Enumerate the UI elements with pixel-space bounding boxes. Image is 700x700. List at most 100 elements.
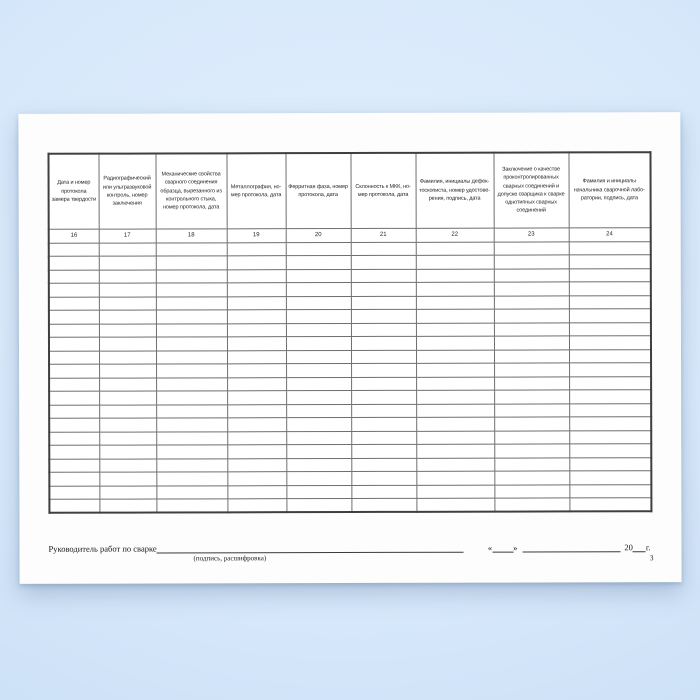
empty-cell-col-18: [156, 485, 228, 500]
column-number-17: 17: [98, 228, 156, 243]
empty-cell-col-20: [286, 457, 352, 472]
empty-cell-col-16: [49, 350, 100, 365]
empty-cell-col-23: [494, 416, 570, 431]
empty-cell-col-19: [227, 458, 287, 472]
empty-cell-col-21: [350, 241, 416, 256]
empty-cell-col-17: [98, 242, 156, 257]
empty-cell-col-21: [351, 363, 417, 377]
empty-cell-col-17: [98, 310, 156, 324]
empty-cell-col-16: [48, 337, 100, 351]
empty-cell-col-16: [48, 283, 99, 297]
year-prefix: 20: [624, 542, 633, 553]
empty-cell-col-19: [226, 255, 286, 270]
empty-cell-col-22: [416, 376, 495, 391]
empty-cell-col-18: [155, 255, 227, 270]
empty-cell-col-24: [569, 349, 652, 363]
empty-cell-col-19: [226, 269, 286, 283]
empty-cell-col-23: [494, 403, 570, 418]
empty-cell-col-16: [49, 377, 100, 392]
empty-cell-col-21: [350, 282, 416, 296]
empty-cell-col-22: [416, 363, 495, 377]
empty-cell-col-16: [49, 445, 100, 459]
empty-cell-col-22: [416, 457, 495, 472]
empty-cell-col-24: [568, 281, 651, 296]
empty-cell-col-19: [226, 296, 286, 310]
empty-cell-col-19: [226, 323, 286, 337]
empty-cell-col-20: [286, 363, 352, 378]
empty-cell-col-23: [493, 308, 569, 323]
empty-cell-col-22: [415, 309, 494, 323]
empty-cell-col-24: [568, 295, 651, 309]
empty-cell-col-17: [98, 337, 157, 351]
column-header-18: Механические свойства сварного соединени…: [155, 153, 227, 229]
empty-cell-col-23: [494, 349, 570, 364]
empty-cell-col-24: [569, 389, 652, 404]
empty-cell-col-17: [99, 445, 157, 459]
empty-cell-col-23: [494, 457, 570, 472]
empty-cell-col-20: [286, 403, 352, 418]
column-number-23: 23: [493, 227, 569, 242]
column-number-20: 20: [285, 227, 351, 243]
empty-cell-col-23: [493, 322, 569, 337]
empty-cell-col-23: [493, 295, 569, 310]
empty-cell-col-22: [416, 417, 495, 431]
empty-cell-col-18: [156, 471, 228, 486]
empty-cell-col-22: [416, 444, 495, 458]
empty-cell-col-24: [568, 268, 651, 282]
empty-cell-col-21: [350, 322, 416, 337]
empty-cell-col-20: [286, 417, 352, 432]
empty-cell-col-21: [351, 403, 417, 418]
empty-cell-col-21: [350, 336, 417, 350]
empty-cell-col-23: [493, 268, 569, 283]
empty-cell-col-23: [494, 362, 570, 377]
empty-cell-col-17: [98, 296, 156, 311]
empty-cell-col-16: [49, 431, 100, 446]
empty-cell-col-20: [285, 309, 351, 324]
empty-cell-col-23: [494, 484, 570, 499]
column-number-19: 19: [226, 228, 286, 243]
empty-cell-col-19: [227, 377, 287, 391]
empty-cell-col-18: [156, 431, 228, 446]
signature-blank-line: [156, 551, 464, 554]
empty-cell-col-22: [415, 322, 494, 337]
empty-cell-col-22: [416, 390, 495, 404]
empty-cell-col-17: [99, 418, 157, 432]
empty-cell-col-19: [227, 390, 287, 405]
empty-cell-col-18: [155, 242, 227, 257]
empty-cell-col-23: [494, 470, 570, 485]
empty-cell-col-17: [99, 472, 157, 486]
empty-cell-col-22: [416, 430, 495, 445]
empty-cell-col-19: [226, 282, 286, 297]
empty-cell-col-24: [569, 497, 652, 512]
column-header-22: Фамилия, инициалы дефек­тоскописта, номе…: [415, 152, 494, 228]
empty-cell-col-19: [226, 309, 286, 324]
empty-cell-col-21: [350, 309, 416, 323]
empty-cell-col-24: [568, 322, 651, 336]
empty-cell-col-17: [99, 377, 157, 392]
column-number-16: 16: [48, 228, 99, 243]
empty-cell-col-18: [156, 390, 228, 405]
empty-cell-col-23: [494, 497, 570, 512]
column-number-18: 18: [155, 228, 227, 243]
empty-cell-col-18: [156, 350, 228, 365]
empty-cell-col-23: [494, 376, 570, 391]
empty-cell-col-23: [494, 389, 570, 404]
empty-cell-col-22: [415, 282, 494, 296]
empty-cell-col-24: [569, 443, 652, 458]
empty-cell-col-17: [99, 431, 157, 446]
empty-cell-col-22: [416, 349, 495, 364]
document-page: Дата и номер протокола замера твердости Р…: [18, 112, 682, 584]
empty-cell-col-19: [227, 363, 287, 378]
empty-cell-col-19: [227, 417, 287, 432]
date-quote-close: »: [513, 542, 518, 553]
empty-cell-col-22: [416, 484, 495, 499]
empty-cell-col-24: [569, 457, 652, 471]
empty-cell-col-24: [569, 416, 652, 431]
empty-cell-col-16: [48, 323, 99, 338]
empty-cell-col-16: [49, 404, 100, 419]
empty-cell-col-22: [415, 295, 494, 310]
empty-cell-col-18: [156, 417, 228, 432]
column-number-24: 24: [568, 227, 651, 242]
empty-cell-col-22: [415, 255, 494, 269]
